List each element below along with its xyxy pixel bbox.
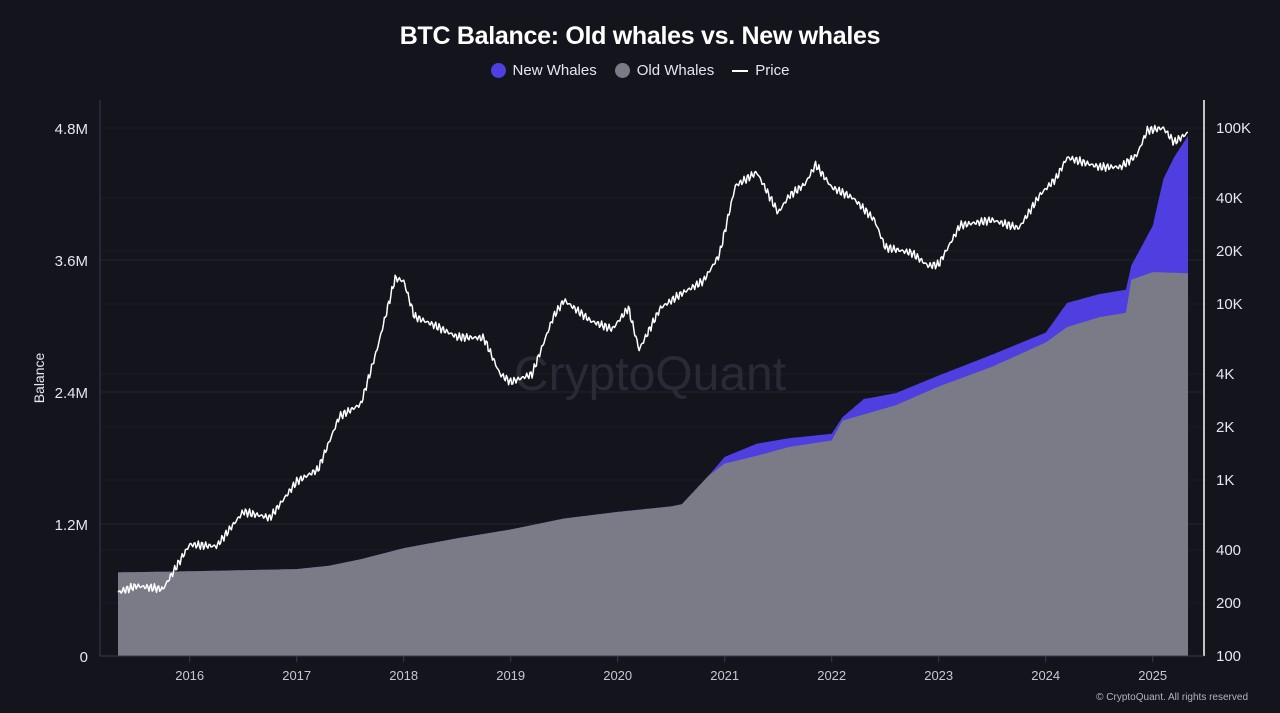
legend-label-new-whales: New Whales	[512, 62, 597, 79]
y-right-tick-label-0: 100	[1216, 648, 1241, 665]
x-tick-label-5: 2021	[710, 668, 739, 683]
x-tick-label-8: 2024	[1031, 668, 1060, 683]
y-right-tick-label-6: 10K	[1216, 296, 1243, 313]
y-axis-title: Balance	[31, 352, 47, 403]
y-right-tick-label-4: 2K	[1216, 419, 1234, 436]
y-right-tick-label-2: 400	[1216, 542, 1241, 559]
y-tick-label-1: 1.2M	[55, 517, 88, 534]
x-tick-label-3: 2019	[496, 668, 525, 683]
legend-item-price[interactable]: Price	[732, 62, 789, 79]
y-tick-label-0: 0	[80, 649, 88, 666]
y-right-tick-label-9: 100K	[1216, 120, 1251, 137]
old-whales-swatch-icon	[614, 63, 630, 78]
legend-label-old-whales: Old Whales	[636, 62, 715, 79]
y-right-tick-label-1: 200	[1216, 595, 1241, 612]
y-tick-label-4: 4.8M	[55, 121, 88, 138]
y-right-tick-label-7: 20K	[1216, 243, 1243, 260]
x-tick-label-0: 2016	[175, 668, 204, 683]
x-tick-label-2: 2018	[389, 668, 418, 683]
chart-legend: New Whales Old Whales Price	[0, 62, 1280, 79]
legend-label-price: Price	[755, 62, 790, 79]
x-tick-label-7: 2023	[924, 668, 953, 683]
y-tick-label-3: 3.6M	[55, 253, 88, 270]
old-whales-area	[118, 272, 1188, 656]
price-line	[117, 124, 1189, 594]
x-tick-label-1: 2017	[282, 668, 311, 683]
new-whales-swatch-icon	[490, 63, 506, 78]
copyright-footer: © CryptoQuant. All rights reserved	[1096, 692, 1248, 703]
legend-item-new-whales[interactable]: New Whales	[490, 62, 597, 79]
x-tick-label-4: 2020	[603, 668, 632, 683]
y-right-tick-label-3: 1K	[1216, 472, 1234, 489]
y-right-tick-label-5: 4K	[1216, 366, 1234, 383]
y-tick-label-2: 2.4M	[55, 385, 88, 402]
x-tick-label-9: 2025	[1138, 668, 1167, 683]
watermark: CryptoQuant	[514, 348, 786, 401]
legend-item-old-whales[interactable]: Old Whales	[614, 62, 715, 79]
price-line-swatch-icon	[732, 69, 749, 72]
chart-title: BTC Balance: Old whales vs. New whales	[399, 22, 881, 50]
x-tick-label-6: 2022	[817, 668, 846, 683]
y-right-tick-label-8: 40K	[1216, 190, 1243, 207]
